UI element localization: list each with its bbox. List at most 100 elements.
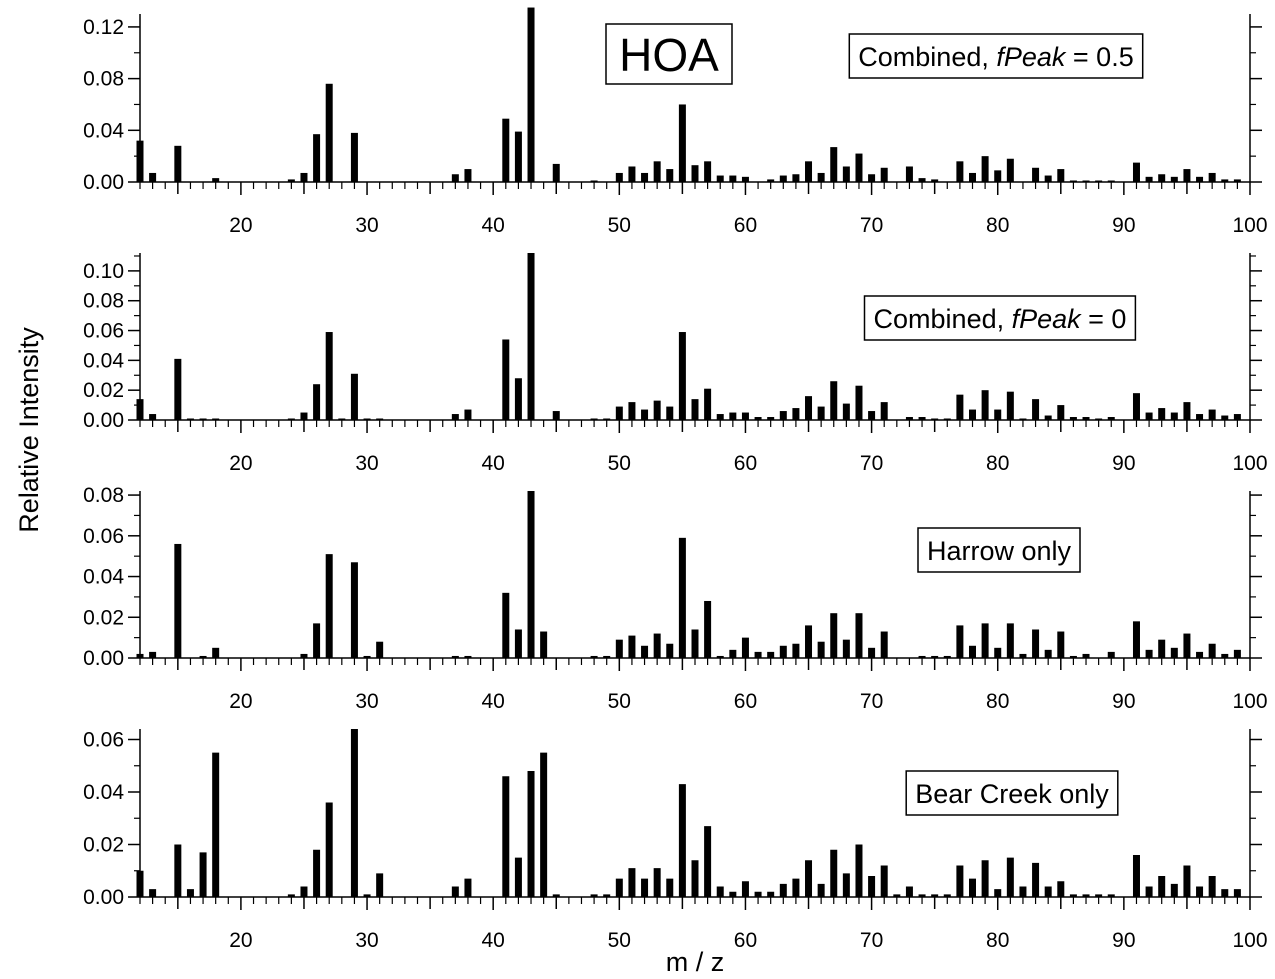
bar <box>174 145 182 182</box>
bar <box>969 878 976 898</box>
x-tick-label: 60 <box>734 214 757 237</box>
bar <box>1107 417 1115 420</box>
y-axis-label: Relative Intensity <box>14 327 44 533</box>
bar <box>729 649 737 658</box>
x-tick-label: 80 <box>986 690 1009 713</box>
bar <box>842 639 850 658</box>
bar <box>918 178 926 182</box>
bar <box>1057 881 1065 897</box>
bar <box>641 878 649 898</box>
bar <box>1145 649 1153 658</box>
panel-label-box <box>905 770 1119 816</box>
bar <box>653 400 661 420</box>
bar <box>199 852 207 898</box>
bar <box>615 639 623 658</box>
bar <box>1183 402 1191 420</box>
bar <box>1170 883 1178 898</box>
bar <box>716 175 724 182</box>
bar <box>502 339 510 420</box>
bar <box>704 826 712 898</box>
bar <box>174 543 182 658</box>
bar <box>212 178 220 182</box>
bar <box>931 655 939 658</box>
bar <box>981 623 989 658</box>
x-tick-label: 50 <box>608 452 631 475</box>
bar <box>691 860 699 897</box>
bar <box>641 645 649 658</box>
bar <box>678 332 686 420</box>
x-tick-label: 90 <box>1112 929 1135 952</box>
panel-label-text: Bear Creek only <box>915 779 1109 809</box>
bar <box>1032 862 1040 898</box>
bar <box>779 175 787 182</box>
x-tick-label: 20 <box>229 452 252 475</box>
x-tick-label: 30 <box>355 929 378 952</box>
bar <box>1082 653 1090 658</box>
bar <box>817 172 825 182</box>
bar <box>741 412 749 420</box>
bar <box>1208 643 1216 658</box>
x-tick-label: 40 <box>482 929 505 952</box>
bar <box>300 412 308 420</box>
panels: 0.00 0.04 0.08 0.12 20 30 40 50 60 70 80 90 100 Combi… <box>83 7 1268 952</box>
bar <box>943 655 951 658</box>
bar <box>817 641 825 658</box>
bar <box>741 176 749 182</box>
bar <box>691 629 699 658</box>
bar <box>830 849 838 897</box>
x-tick-label: 70 <box>860 690 883 713</box>
bar <box>1032 629 1040 658</box>
bar <box>905 417 913 420</box>
panel-3: 0.00 0.02 0.04 0.06 0.08 20 30 40 50 60 70 80 90 100 H… <box>83 484 1267 713</box>
bar <box>1006 391 1014 420</box>
x-tick-label: 100 <box>1232 452 1267 475</box>
bar <box>1132 162 1140 182</box>
y-tick-label: 0.04 <box>83 349 124 372</box>
y-tick-label: 0.08 <box>83 484 124 507</box>
x-tick-label: 30 <box>355 452 378 475</box>
bar <box>956 161 964 182</box>
bar <box>451 886 459 897</box>
bar <box>918 894 926 898</box>
bar <box>628 868 636 898</box>
bar <box>729 891 737 897</box>
bar <box>325 802 333 897</box>
bar <box>830 147 838 182</box>
bar <box>805 860 813 897</box>
bar <box>350 373 358 420</box>
bar <box>1221 889 1229 898</box>
bar <box>325 83 333 182</box>
bar <box>691 399 699 421</box>
bar <box>1208 409 1216 420</box>
bar <box>149 414 157 420</box>
x-tick-label: 60 <box>734 929 757 952</box>
bar <box>149 651 157 658</box>
bar <box>994 889 1002 898</box>
bar <box>603 894 611 898</box>
bar <box>868 647 876 658</box>
panel-label-text: Combined, <box>858 42 996 72</box>
bar <box>350 562 358 658</box>
x-tick-label: 50 <box>608 690 631 713</box>
bar <box>1233 889 1241 898</box>
bar <box>981 860 989 897</box>
bar <box>615 172 623 182</box>
bar <box>527 771 535 897</box>
bar <box>729 175 737 182</box>
bar <box>666 169 674 182</box>
bar <box>590 655 598 658</box>
bar <box>981 156 989 182</box>
bar <box>969 409 976 420</box>
y-tick-label: 0.04 <box>83 119 124 142</box>
bar <box>716 414 724 420</box>
x-tick-label: 40 <box>482 214 505 237</box>
y-tick-label: 0.10 <box>83 260 124 283</box>
bar <box>981 390 989 420</box>
bar <box>464 655 472 658</box>
bar <box>1145 176 1153 182</box>
bar <box>969 172 976 182</box>
bar <box>287 894 295 898</box>
bar <box>1006 623 1014 658</box>
y-tick-label: 0.02 <box>83 834 124 857</box>
